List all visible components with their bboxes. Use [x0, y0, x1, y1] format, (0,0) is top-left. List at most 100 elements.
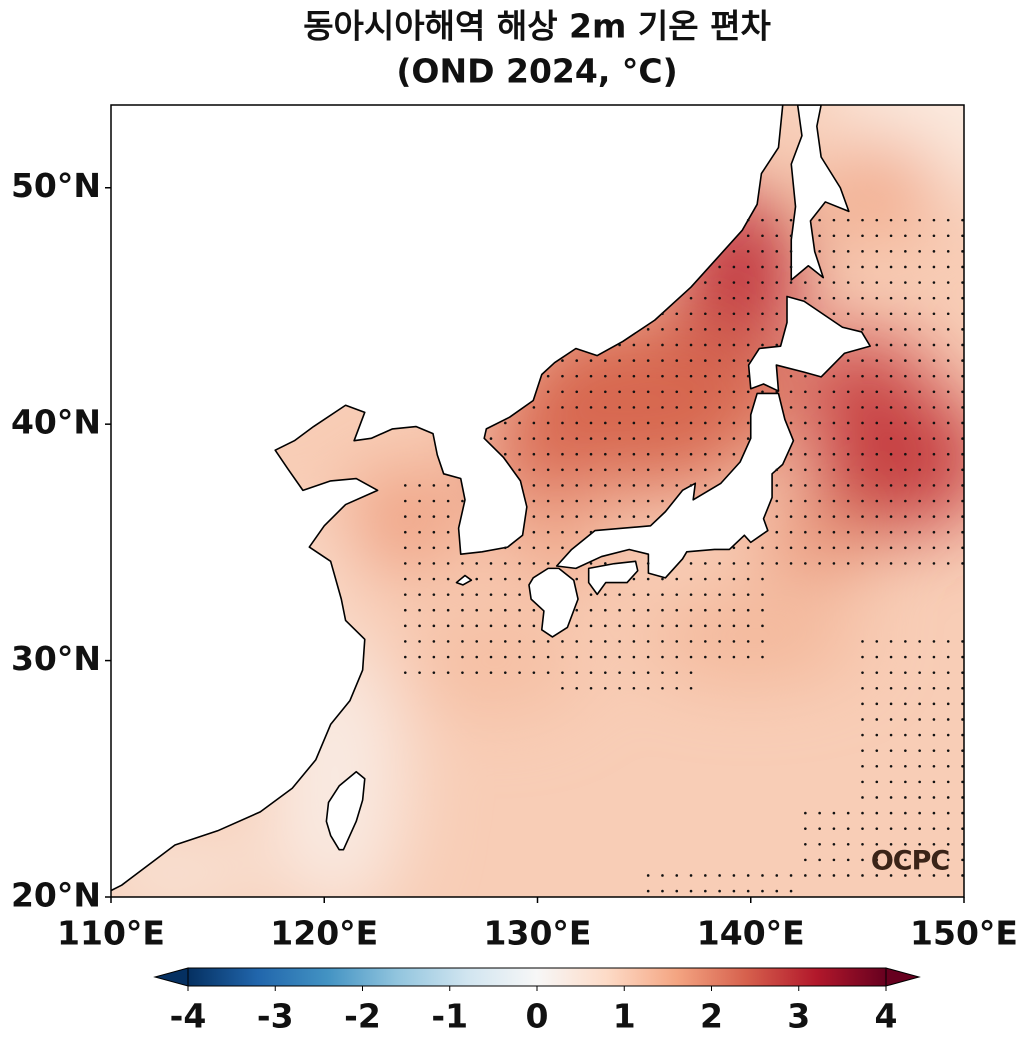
stipple-dot — [818, 484, 821, 487]
stipple-dot — [846, 296, 850, 300]
stipple-dot — [618, 640, 621, 643]
stipple-dot — [475, 593, 479, 596]
stipple-dot — [861, 281, 864, 284]
stipple-dot — [461, 640, 464, 643]
stipple-dot — [932, 686, 936, 690]
stipple-dot — [604, 468, 607, 472]
stipple-dot — [875, 671, 879, 674]
stipple-dot — [932, 328, 936, 331]
stipple-dot — [846, 265, 850, 269]
stipple-dot — [918, 499, 921, 503]
stipple-dot — [889, 390, 893, 394]
stipple-dot — [475, 655, 479, 659]
stipple-dot — [503, 437, 507, 440]
stipple-dot — [604, 390, 607, 394]
stipple-dot — [946, 530, 950, 534]
stipple-dot — [718, 312, 721, 316]
stipple-dot — [446, 640, 450, 643]
stipple-dot — [689, 421, 693, 425]
stipple-dot — [861, 421, 864, 425]
stipple-dot — [846, 499, 850, 503]
stipple-dot — [918, 234, 921, 238]
stipple-dot — [961, 858, 964, 862]
stipple-dot — [632, 452, 636, 456]
stipple-dot — [804, 437, 807, 440]
stipple-dot — [789, 250, 793, 253]
stipple-dot — [489, 593, 493, 596]
stipple-dot — [718, 374, 721, 378]
stipple-dot — [889, 296, 893, 300]
stipple-dot — [589, 468, 593, 472]
stipple-dot — [889, 655, 893, 659]
stipple-dot — [904, 218, 907, 222]
stipple-dot — [532, 406, 536, 409]
stipple-dot — [761, 234, 764, 238]
stipple-dot — [575, 608, 579, 612]
stipple-dot — [875, 530, 879, 534]
stipple-dot — [889, 406, 893, 409]
stipple-dot — [689, 671, 693, 674]
stipple-dot — [661, 640, 664, 643]
stipple-dot — [832, 250, 836, 253]
stipple-dot — [632, 655, 636, 659]
stipple-dot — [575, 452, 579, 456]
stipple-dot — [704, 359, 707, 362]
stipple-dot — [503, 421, 507, 425]
stipple-dot — [689, 328, 693, 331]
stipple-dot — [946, 827, 950, 830]
stipple-dot — [761, 655, 764, 659]
stipple-dot — [689, 640, 693, 643]
stipple-dot — [775, 530, 779, 534]
stipple-dot — [904, 343, 907, 347]
stipple-dot — [575, 406, 579, 409]
stipple-dot — [832, 296, 836, 300]
stipple-dot — [946, 406, 950, 409]
stipple-dot — [589, 562, 593, 565]
stipple-dot — [889, 421, 893, 425]
stipple-dot — [904, 733, 907, 737]
stipple-dot — [918, 842, 921, 846]
stipple-dot — [561, 452, 564, 456]
stipple-dot — [961, 250, 964, 253]
stipple-dot — [889, 827, 893, 830]
stipple-dot — [818, 234, 821, 238]
stipple-dot — [961, 842, 964, 846]
stipple-dot — [875, 546, 879, 550]
stipple-dot — [946, 562, 950, 565]
stipple-dot — [961, 265, 964, 269]
stipple-dot — [532, 421, 536, 425]
stipple-dot — [632, 515, 636, 518]
stipple-dot — [875, 811, 879, 815]
stipple-dot — [618, 390, 621, 394]
stipple-dot — [518, 546, 521, 550]
stipple-dot — [689, 312, 693, 316]
stipple-dot — [589, 437, 593, 440]
stipple-dot — [618, 515, 621, 518]
colorbar-tick-label: 0 — [526, 997, 549, 1036]
stipple-dot — [604, 499, 607, 503]
stipple-dot — [503, 624, 507, 628]
stipple-dot — [761, 281, 764, 284]
stipple-dot — [789, 515, 793, 518]
stipple-dot — [732, 390, 736, 394]
stipple-dot — [632, 686, 636, 690]
stipple-dot — [804, 390, 807, 394]
stipple-dot — [918, 437, 921, 440]
stipple-dot — [661, 406, 664, 409]
stipple-dot — [832, 452, 836, 456]
stipple-dot — [746, 546, 750, 550]
stipple-dot — [661, 499, 664, 503]
stipple-dot — [475, 562, 479, 565]
stipple-dot — [732, 312, 736, 316]
stipple-dot — [846, 312, 850, 316]
stipple-dot — [646, 562, 650, 565]
stipple-dot — [889, 468, 893, 472]
stipple-dot — [932, 484, 936, 487]
stipple-dot — [446, 546, 450, 550]
stipple-dot — [632, 484, 636, 487]
stipple-dot — [932, 733, 936, 737]
stipple-dot — [846, 281, 850, 284]
stipple-dot — [718, 328, 721, 331]
stipple-dot — [446, 499, 450, 503]
stipple-dot — [932, 234, 936, 238]
